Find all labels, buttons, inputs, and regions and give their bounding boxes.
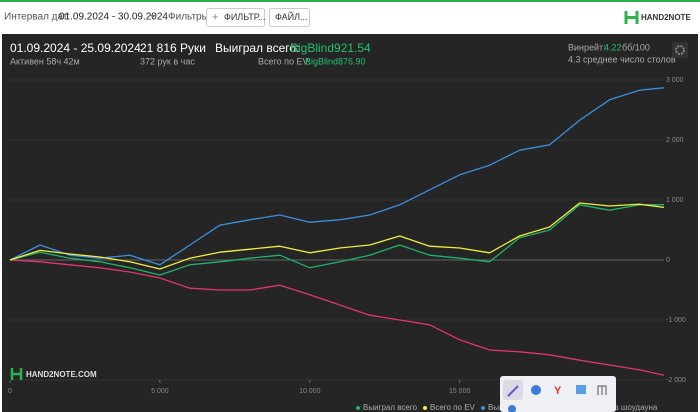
ev-value: BigBlind876.90 <box>305 56 366 66</box>
top-accent <box>0 0 700 2</box>
app-icon-2[interactable] <box>597 385 607 395</box>
winrate-label: Винрейт: <box>568 42 606 52</box>
filter-button-label[interactable]: ФИЛЬТР... <box>224 12 266 22</box>
taskbar-popup[interactable] <box>500 376 616 412</box>
plus-icon: + <box>212 11 218 23</box>
won-label: Выиграл всего: <box>215 41 299 55</box>
won-value: BigBlind921.54 <box>290 41 371 55</box>
dropdown-arrow[interactable] <box>150 15 156 18</box>
period: 01.09.2024 - 25.09.2024 <box>10 41 141 55</box>
y-tick-label: 0 <box>666 257 670 264</box>
series-line <box>9 204 665 276</box>
file-button-label[interactable]: ФАЙЛ... <box>275 11 308 22</box>
file-button[interactable] <box>269 8 310 27</box>
hands-per-hour: 372 рук в час <box>140 56 195 66</box>
chart: -2 000 -1 000 0 1 000 2 000 3 000 0 5 000 10 000… <box>8 77 686 395</box>
ev-label: Всего по EV: <box>258 56 311 66</box>
y-tick-label: -2 000 <box>666 377 686 384</box>
series-line <box>9 259 665 376</box>
app-icon-3[interactable] <box>508 405 516 412</box>
tables: 4.3 среднее число столов <box>568 54 676 64</box>
logo-text: HAND2NOTE <box>641 13 691 22</box>
hands: 21 816 Руки <box>140 41 206 55</box>
x-tick-label: 10 000 <box>299 388 321 395</box>
interval-value[interactable]: 01.09.2024 - 30.09.2024 <box>59 12 168 23</box>
y-tick-label: 2 000 <box>666 137 684 144</box>
watermark: HAND2NOTE.COM <box>26 370 97 379</box>
active-time: Активен 58ч 42м <box>10 56 80 66</box>
filters-label: Фильтры: <box>168 12 212 23</box>
app-icon[interactable] <box>531 385 541 395</box>
winrate-unit: бб/100 <box>622 42 650 52</box>
y-tick-label: 3 000 <box>666 77 684 84</box>
panel <box>2 34 698 412</box>
legend-marker <box>423 406 427 410</box>
filter-button[interactable] <box>206 8 265 27</box>
pen-icon[interactable] <box>507 385 519 397</box>
window-icon[interactable] <box>576 385 586 394</box>
logo-icon <box>624 11 639 24</box>
legend-label: Всего по EV <box>430 403 476 412</box>
browser-icon[interactable]: Y <box>554 385 562 397</box>
legend-marker <box>481 406 485 410</box>
gear-icon[interactable] <box>675 45 685 55</box>
x-tick-label: 5 000 <box>151 388 169 395</box>
watermark-icon <box>10 368 23 380</box>
series-line <box>9 202 665 270</box>
legend-label: Выиграл всего <box>363 403 418 412</box>
x-tick-label: 0 <box>8 388 12 395</box>
legend-marker <box>356 406 360 410</box>
winrate-value: 4.22 <box>604 42 622 52</box>
y-tick-label: 1 000 <box>666 197 684 204</box>
settings-button[interactable] <box>672 42 688 58</box>
y-tick-label: -1 000 <box>666 317 686 324</box>
x-tick-label: 15 000 <box>449 388 471 395</box>
series-line <box>9 87 665 266</box>
interval-label: Интервал дат: <box>4 12 70 23</box>
